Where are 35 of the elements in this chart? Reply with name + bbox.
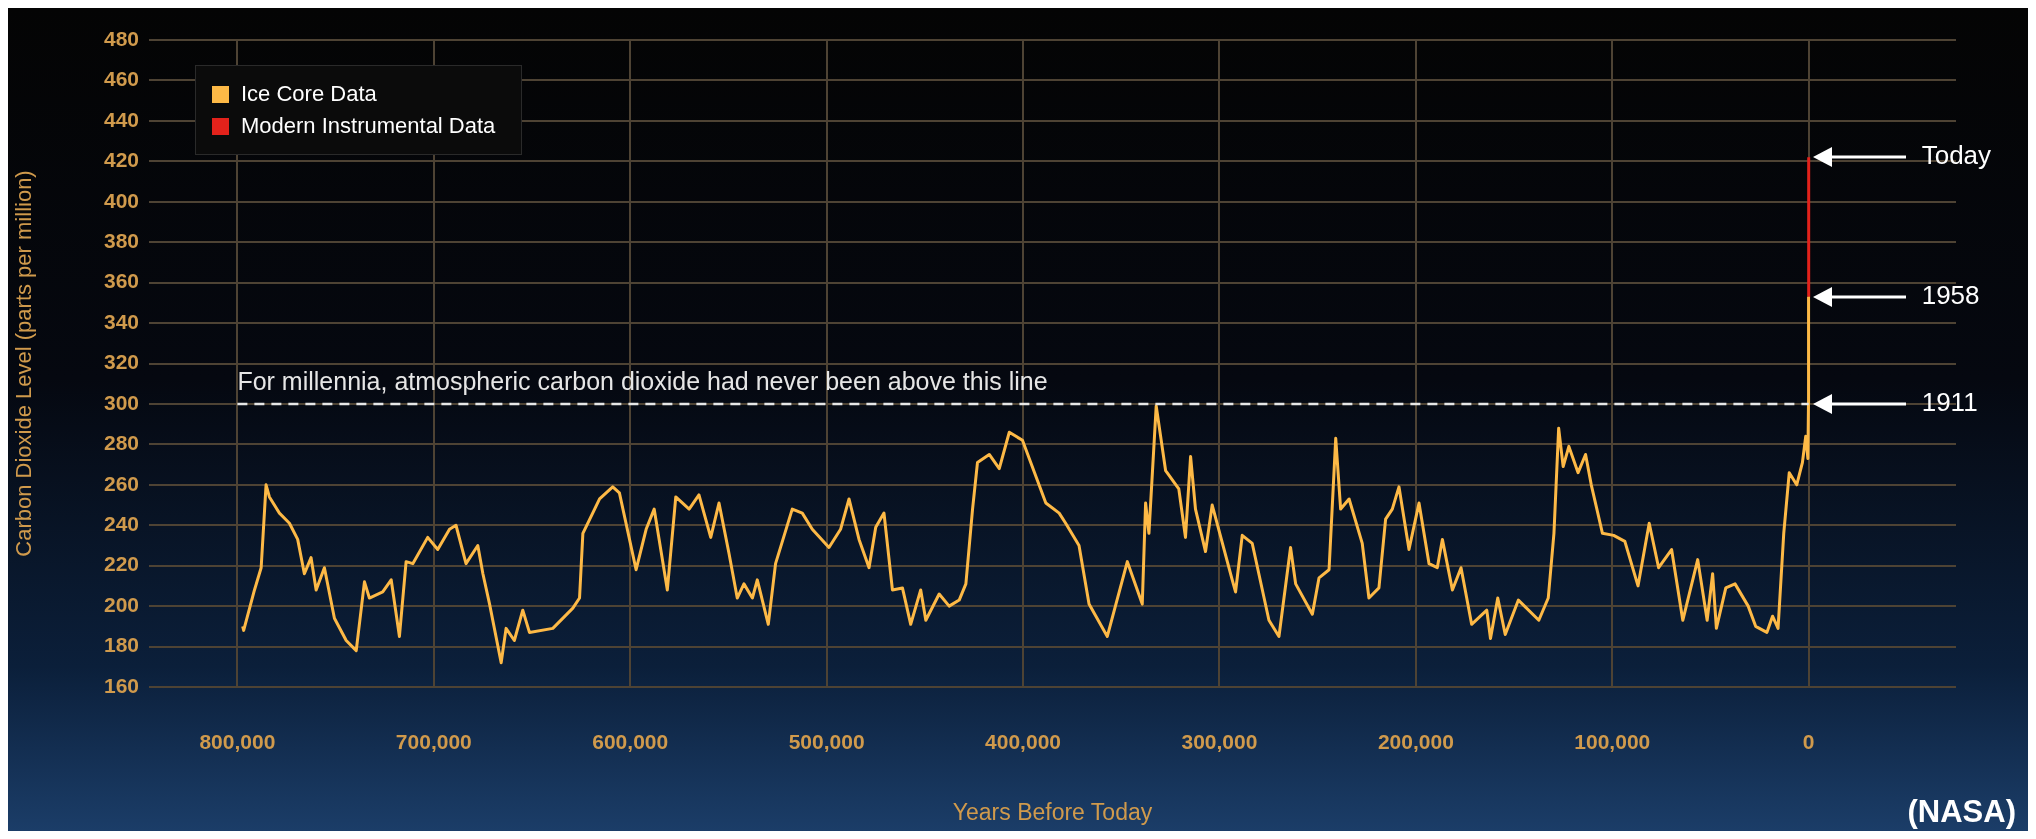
x-tick-label: 800,000 bbox=[199, 730, 276, 754]
annotation: 1911 bbox=[1921, 387, 1978, 418]
x-tick-label: 0 bbox=[1802, 730, 1815, 754]
annotation: 1958 bbox=[1921, 279, 1980, 310]
legend-label: Ice Core Data bbox=[241, 80, 377, 108]
legend-label: Modern Instrumental Data bbox=[241, 112, 496, 140]
y-tick-label: 280 bbox=[103, 431, 139, 455]
y-tick-label: 200 bbox=[103, 592, 139, 616]
y-tick-label: 240 bbox=[103, 512, 139, 536]
x-tick-label: 500,000 bbox=[788, 730, 865, 754]
x-tick-label: 300,000 bbox=[1181, 730, 1258, 754]
ref-line-label: For millennia, atmospheric carbon dioxide had never been above this line bbox=[237, 367, 1048, 396]
y-tick-label: 220 bbox=[103, 552, 139, 576]
y-tick-label: 340 bbox=[103, 309, 139, 333]
x-tick-label: 400,000 bbox=[985, 730, 1061, 754]
y-tick-label: 420 bbox=[103, 148, 139, 172]
y-tick-label: 440 bbox=[103, 107, 139, 131]
text: (NASA) bbox=[1907, 794, 2016, 830]
x-tick-label: 600,000 bbox=[592, 730, 669, 754]
x-tick-label: 100,000 bbox=[1574, 730, 1651, 754]
x-axis-title: Years Before Today bbox=[952, 798, 1153, 825]
y-tick-label: 400 bbox=[103, 188, 139, 212]
y-tick-label: 480 bbox=[103, 26, 139, 50]
y-tick-label: 180 bbox=[103, 633, 139, 657]
y-tick-label: 380 bbox=[103, 228, 139, 252]
x-tick-label: 200,000 bbox=[1377, 730, 1454, 754]
y-tick-label: 300 bbox=[103, 390, 139, 414]
x-tick-label: 700,000 bbox=[395, 730, 472, 754]
y-axis-title: Carbon Dioxide Level (parts per million) bbox=[11, 170, 37, 557]
y-tick-label: 260 bbox=[103, 471, 139, 495]
y-tick-label: 460 bbox=[103, 67, 139, 91]
y-tick-label: 360 bbox=[103, 269, 139, 293]
y-tick-label: 160 bbox=[103, 673, 139, 697]
y-tick-label: 320 bbox=[103, 350, 139, 374]
annotation: Today bbox=[1921, 140, 1992, 171]
